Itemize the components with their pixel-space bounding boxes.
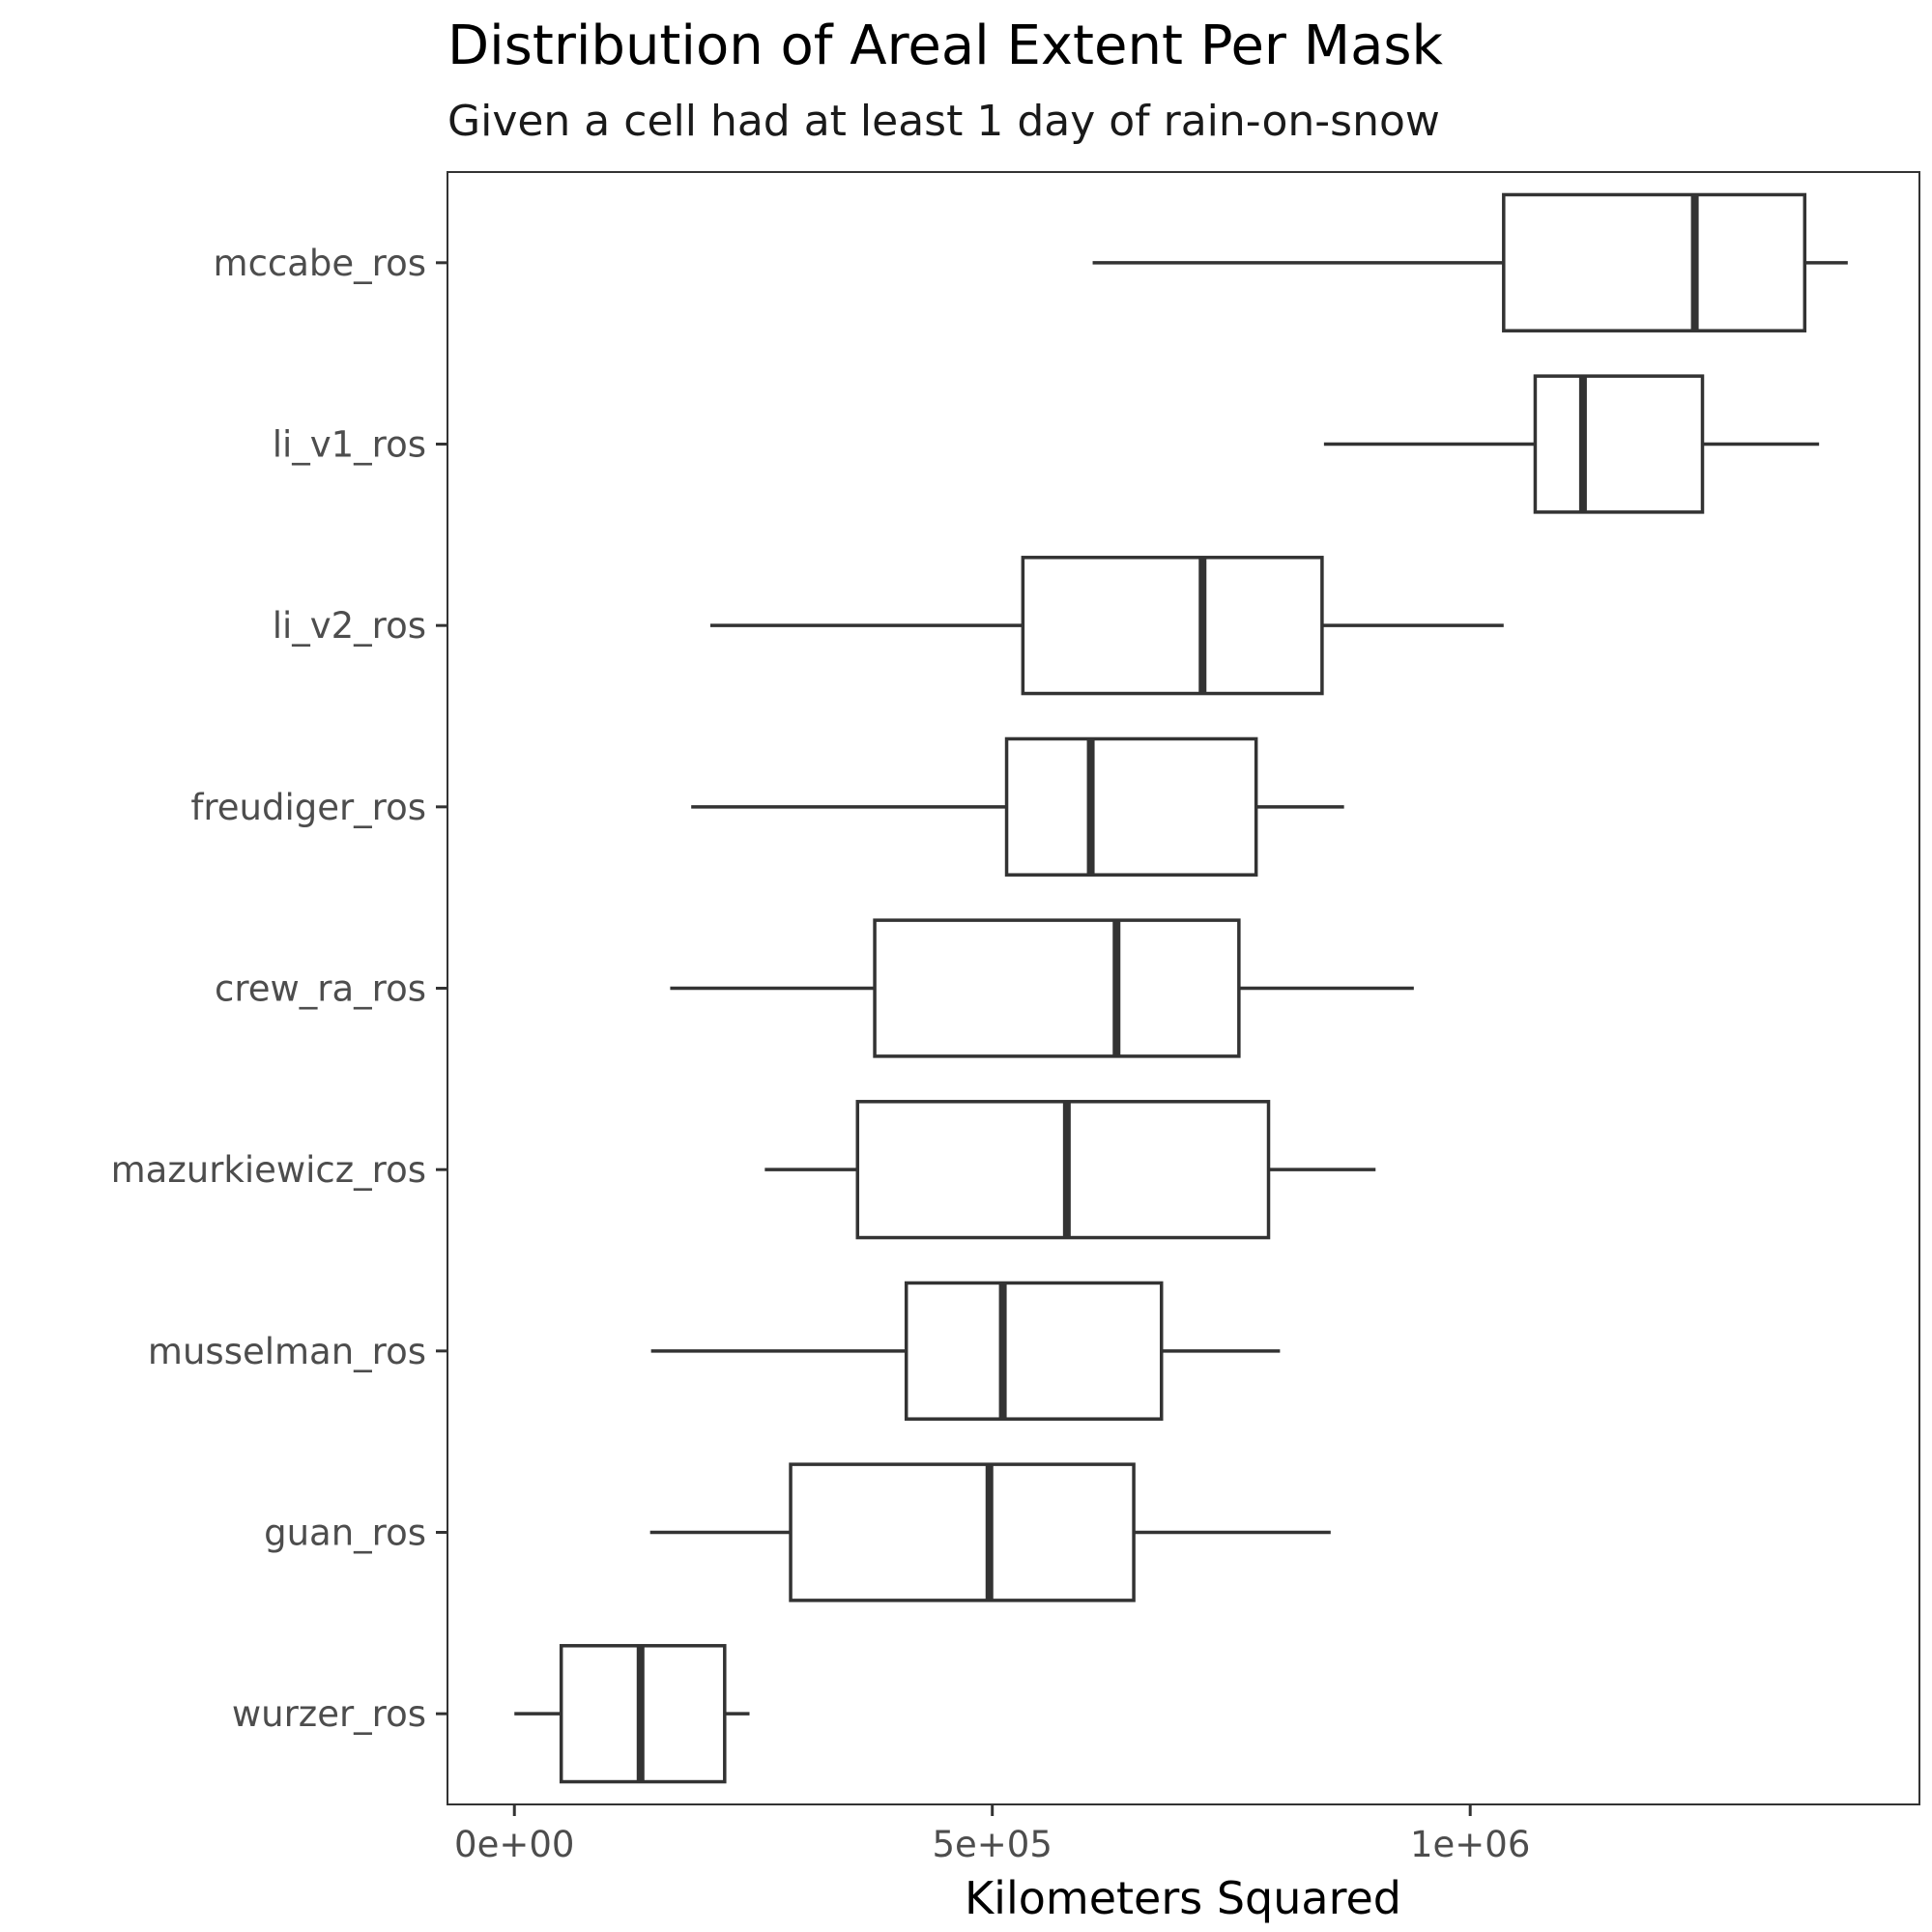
x-tick-label: 5e+05: [933, 1824, 1053, 1865]
x-axis-title: Kilometers Squared: [965, 1872, 1401, 1924]
y-tick-label: li_v1_ros: [273, 424, 426, 466]
y-tick-label: mccabe_ros: [214, 243, 426, 284]
box-mazurkiewicz_ros: [764, 1100, 1376, 1240]
y-tick-label: li_v2_ros: [273, 605, 426, 647]
x-tick-label: 1e+06: [1410, 1824, 1530, 1865]
y-tick-label: guan_ros: [264, 1513, 426, 1554]
x-axis: 0e+00 5e+05 1e+06: [454, 1804, 1530, 1865]
box-crew_ra_ros: [670, 918, 1414, 1058]
x-tick-label: 0e+00: [454, 1824, 574, 1865]
y-tick-label: freudiger_ros: [190, 787, 426, 828]
iqr-box: [904, 1281, 1164, 1421]
y-tick-label: musselman_ros: [148, 1331, 426, 1372]
box-guan_ros: [649, 1462, 1331, 1602]
y-tick-label: crew_ra_ros: [215, 968, 426, 1010]
y-axis: mccabe_ros li_v1_ros li_v2_ros freudiger_ro…: [111, 243, 447, 1735]
box-wurzer_ros: [514, 1644, 750, 1784]
iqr-box: [1021, 556, 1324, 696]
box-freudiger_ros: [691, 736, 1344, 877]
boxes-layer: [514, 192, 1848, 1784]
iqr-box: [789, 1462, 1136, 1602]
iqr-box: [1502, 192, 1807, 332]
iqr-box: [1533, 374, 1705, 514]
y-tick-label: wurzer_ros: [232, 1693, 426, 1735]
iqr-box: [873, 918, 1241, 1058]
chart-title: Distribution of Areal Extent Per Mask: [447, 14, 1444, 77]
iqr-box: [1004, 736, 1258, 877]
chart-subtitle: Given a cell had at least 1 day of rain-…: [447, 97, 1440, 146]
box-musselman_ros: [650, 1281, 1281, 1421]
box-mccabe_ros: [1092, 192, 1848, 332]
box-li_v2_ros: [709, 556, 1504, 696]
box-li_v1_ros: [1323, 374, 1820, 514]
y-tick-label: mazurkiewicz_ros: [111, 1149, 426, 1191]
